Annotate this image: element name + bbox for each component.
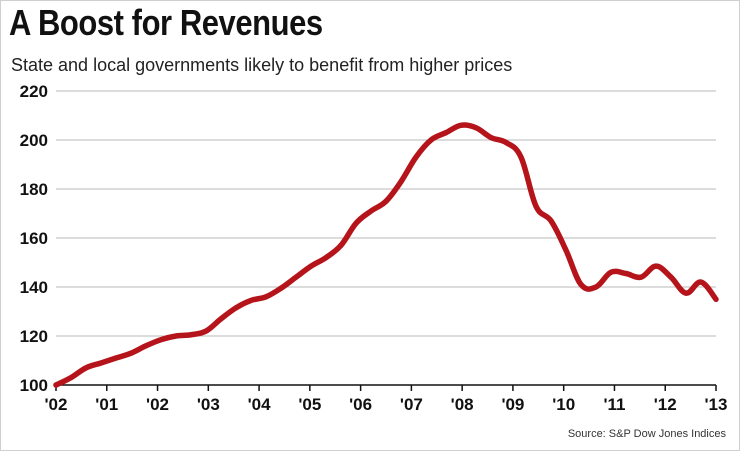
y-tick-label: 180: [20, 180, 48, 199]
data-point: [638, 274, 644, 280]
chart-source: Source: S&P Dow Jones Indices: [567, 428, 726, 440]
data-point: [368, 208, 374, 214]
data-point: [668, 274, 674, 280]
series-line-index: [53, 122, 719, 388]
data-point: [623, 270, 629, 277]
x-tick-label: '02: [45, 395, 68, 414]
y-tick-label: 200: [20, 131, 48, 150]
x-tick-label: '10: [552, 395, 575, 414]
x-tick-label: '08: [451, 395, 474, 414]
x-tick-label: '11: [603, 395, 625, 414]
x-tick-label: '06: [349, 395, 372, 414]
data-point: [248, 297, 254, 304]
data-point: [683, 290, 689, 296]
x-tick-label: '07: [400, 395, 423, 414]
data-point: [698, 279, 704, 285]
data-point: [653, 263, 659, 269]
data-point: [113, 355, 119, 361]
data-point: [53, 382, 59, 388]
data-point: [503, 139, 509, 146]
data-point: [383, 198, 389, 204]
data-point: [308, 263, 314, 269]
x-axis: [55, 385, 717, 391]
data-point: [608, 269, 614, 275]
x-tick-label: '09: [501, 395, 524, 414]
data-point: [158, 337, 164, 343]
data-point: [293, 274, 299, 280]
data-point: [563, 247, 569, 253]
data-point: [518, 154, 524, 160]
y-axis-ticks: 100 120 140 160 180 200 220: [20, 82, 48, 395]
x-tick-label: '02: [146, 395, 169, 414]
x-tick-label: '04: [248, 395, 271, 414]
chart-title: A Boost for Revenues: [9, 2, 323, 43]
data-point: [413, 154, 419, 160]
data-point: [323, 255, 329, 261]
data-point: [338, 242, 344, 248]
series-group: [53, 122, 719, 388]
data-point: [188, 332, 194, 338]
data-point: [143, 343, 149, 349]
data-point: [488, 134, 494, 141]
y-tick-label: 160: [20, 229, 48, 248]
x-tick-label: '13: [705, 395, 728, 414]
data-point: [203, 328, 209, 334]
data-point: [128, 350, 134, 356]
y-tick-label: 140: [20, 278, 48, 297]
data-point: [398, 179, 404, 185]
data-point: [548, 218, 554, 224]
data-point: [353, 220, 359, 226]
data-point: [98, 360, 104, 366]
data-point: [593, 284, 599, 290]
y-tick-label: 220: [20, 82, 48, 101]
y-tick-label: 100: [20, 376, 48, 395]
x-tick-label: '12: [654, 395, 677, 414]
x-tick-label: '03: [197, 395, 220, 414]
data-point: [233, 305, 239, 311]
data-point: [68, 375, 74, 381]
chart-subtitle: State and local governments likely to be…: [11, 55, 513, 75]
data-point: [218, 316, 224, 322]
data-point: [83, 365, 89, 371]
x-tick-label: '01: [95, 395, 118, 414]
grid-lines: [56, 90, 716, 386]
x-tick-label: '05: [298, 395, 321, 414]
data-point: [263, 294, 269, 300]
data-point: [173, 333, 179, 339]
data-point: [428, 137, 434, 143]
data-point: [713, 296, 719, 302]
data-point: [458, 122, 464, 128]
y-tick-label: 120: [20, 327, 48, 346]
x-axis-ticks: '02 '01 '02 '03 '04 '05 '06 '07 '08 '09 '10 '11 '12 '…: [45, 395, 728, 414]
data-point: [278, 285, 284, 291]
data-point: [578, 281, 584, 288]
data-point: [443, 130, 449, 136]
data-point: [473, 125, 479, 131]
data-point: [533, 203, 539, 209]
